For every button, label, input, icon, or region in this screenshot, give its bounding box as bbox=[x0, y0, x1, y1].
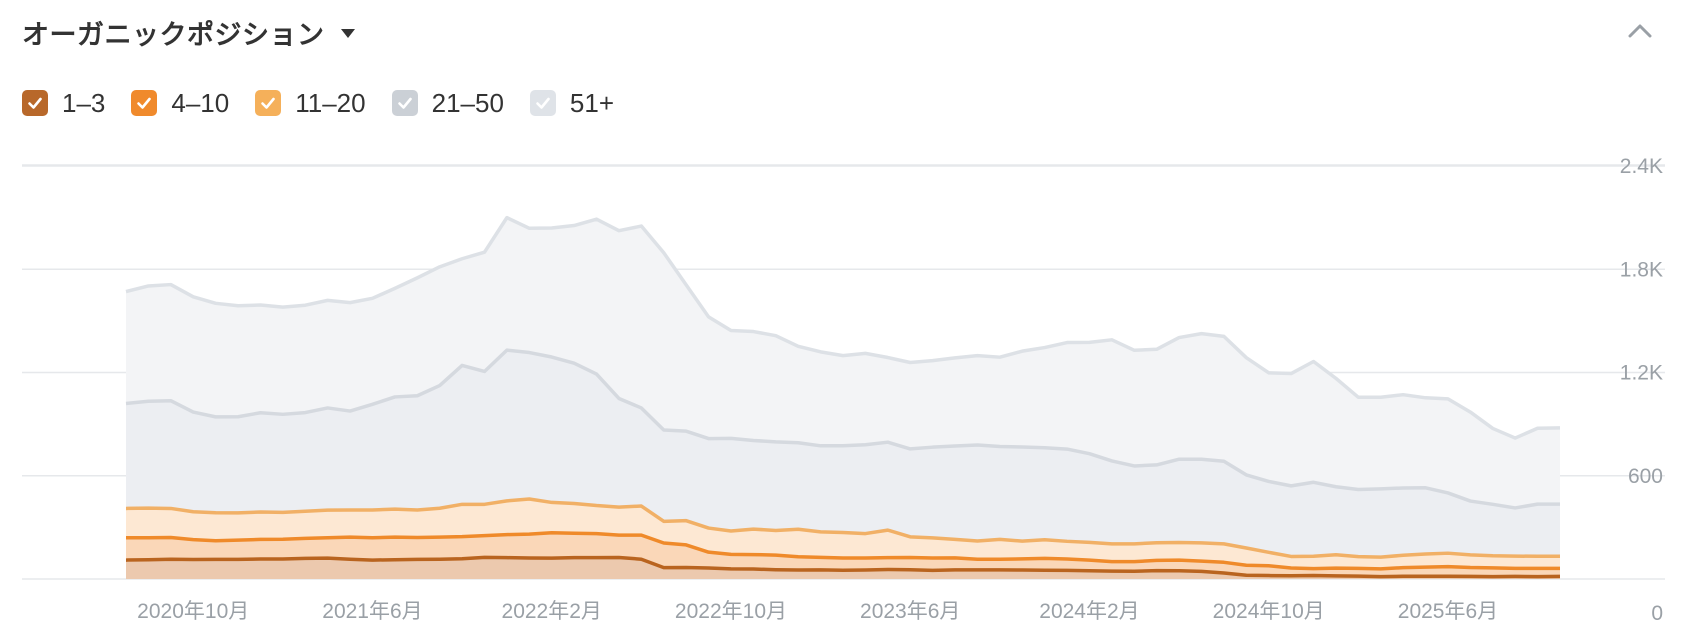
y-tick-label: 2.4K bbox=[1620, 155, 1663, 178]
legend-label: 51+ bbox=[569, 87, 615, 118]
line-series-1 bbox=[126, 530, 1560, 571]
checkbox-checked-icon[interactable] bbox=[131, 90, 158, 116]
legend-label: 21–50 bbox=[431, 87, 504, 118]
collapse-chevron-up-icon[interactable] bbox=[1622, 16, 1658, 46]
series-lines bbox=[125, 215, 1561, 579]
legend-label: 4–10 bbox=[171, 87, 230, 118]
y-tick-label: 0 bbox=[1651, 602, 1663, 625]
area-series-3 bbox=[126, 350, 1560, 558]
chart-title: オーガニックポジション bbox=[22, 19, 325, 51]
x-tick-label: 2022年10月 bbox=[675, 600, 787, 623]
legend: 1–3 4–10 11–20 21–50 51+ bbox=[22, 85, 640, 121]
y-tick-label: 1.8K bbox=[1620, 258, 1663, 281]
checkbox-checked-icon[interactable] bbox=[22, 90, 48, 116]
checkbox-checked-icon[interactable] bbox=[255, 90, 282, 116]
x-tick-label: 2021年6月 bbox=[322, 600, 422, 623]
area-series-0 bbox=[126, 557, 1560, 579]
area-series-4 bbox=[126, 217, 1560, 508]
chart-header: オーガニックポジション bbox=[22, 10, 355, 54]
checkbox-checked-icon[interactable] bbox=[529, 90, 556, 116]
legend-label: 11–20 bbox=[295, 87, 366, 118]
y-axis-ticks: 0 600 1.2K 1.8K 2.4K bbox=[1620, 155, 1663, 625]
checkbox-checked-icon[interactable] bbox=[391, 90, 418, 116]
legend-item-4-10[interactable]: 4–10 bbox=[131, 88, 229, 119]
line-series-3 bbox=[125, 348, 1560, 510]
legend-item-51-plus[interactable]: 51+ bbox=[529, 87, 615, 119]
line-series-0 bbox=[125, 555, 1561, 579]
title-dropdown-caret-icon[interactable] bbox=[340, 29, 355, 38]
legend-item-11-20[interactable]: 11–20 bbox=[255, 87, 366, 119]
x-tick-label: 2020年10月 bbox=[137, 600, 249, 623]
x-tick-label: 2024年10月 bbox=[1213, 600, 1325, 623]
x-tick-label: 2025年6月 bbox=[1398, 600, 1498, 623]
legend-item-1-3[interactable]: 1–3 bbox=[22, 88, 105, 119]
y-tick-label: 1.2K bbox=[1620, 362, 1663, 385]
x-axis-ticks: 2020年10月 2021年6月 2022年2月 2022年10月 2023年6月 202… bbox=[137, 600, 1498, 623]
legend-label: 1–3 bbox=[62, 87, 106, 118]
area-series-1 bbox=[126, 532, 1560, 577]
x-tick-label: 2022年2月 bbox=[502, 600, 602, 623]
y-tick-label: 600 bbox=[1628, 465, 1663, 488]
legend-item-21-50[interactable]: 21–50 bbox=[391, 87, 504, 119]
line-series-4 bbox=[125, 215, 1561, 440]
x-tick-label: 2024年2月 bbox=[1039, 600, 1139, 623]
series-areas bbox=[126, 217, 1560, 579]
line-series-2 bbox=[125, 497, 1560, 559]
x-tick-label: 2023年6月 bbox=[860, 600, 960, 623]
